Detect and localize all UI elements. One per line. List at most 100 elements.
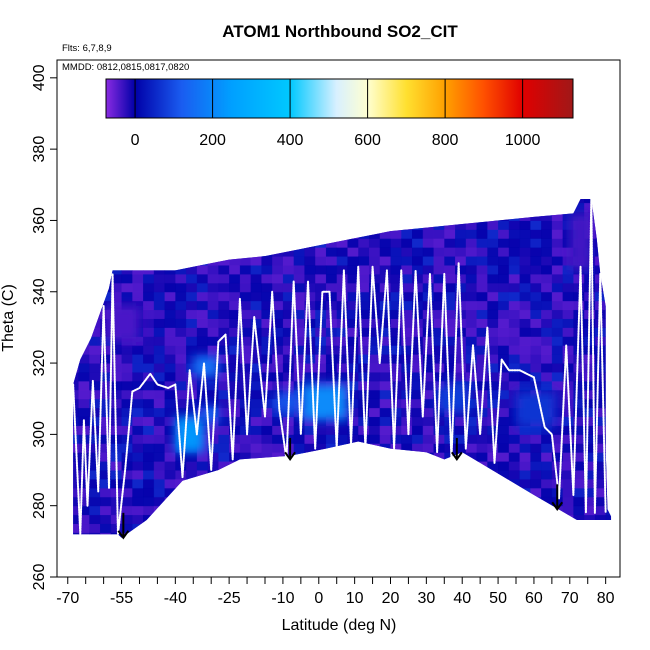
field-cell bbox=[508, 363, 521, 373]
field-cell bbox=[455, 363, 467, 373]
field-cell bbox=[594, 398, 607, 409]
field-cell bbox=[541, 273, 553, 284]
field-cell bbox=[498, 291, 510, 302]
field-cell bbox=[315, 434, 327, 444]
field-cell bbox=[153, 496, 166, 507]
field-cell bbox=[379, 425, 391, 435]
field-cell bbox=[239, 371, 252, 382]
field-cell bbox=[143, 470, 155, 480]
field-cell bbox=[218, 461, 230, 471]
field-cell bbox=[110, 273, 123, 284]
field-cell bbox=[519, 282, 531, 293]
field-cell bbox=[153, 273, 166, 284]
field-cell bbox=[175, 265, 187, 275]
field-cell bbox=[455, 265, 467, 275]
field-cell bbox=[250, 416, 262, 426]
field-cell bbox=[164, 470, 176, 480]
field-cell bbox=[261, 425, 273, 435]
field-cell bbox=[153, 425, 166, 435]
field-cell bbox=[239, 318, 252, 328]
field-cell bbox=[562, 434, 574, 444]
field-cell bbox=[153, 282, 166, 293]
flight-track bbox=[72, 198, 607, 536]
field-cell bbox=[229, 273, 241, 284]
field-cell bbox=[551, 452, 564, 462]
field-cell bbox=[272, 345, 284, 355]
field-cell bbox=[186, 461, 198, 471]
field-cell bbox=[110, 354, 123, 364]
field-cell bbox=[347, 345, 359, 355]
field-cell bbox=[218, 434, 230, 444]
field-cell bbox=[315, 247, 327, 257]
field-cell bbox=[476, 363, 488, 373]
arrows bbox=[117, 437, 564, 540]
field-cell bbox=[325, 416, 338, 426]
field-cell bbox=[100, 487, 112, 498]
field-cell bbox=[315, 425, 327, 435]
field-cell bbox=[498, 470, 510, 480]
field-cell bbox=[304, 434, 316, 444]
field-cell bbox=[336, 327, 348, 337]
field-cell bbox=[336, 345, 348, 355]
field-cell bbox=[422, 407, 435, 418]
field-cell bbox=[132, 345, 144, 355]
field-cell bbox=[562, 211, 574, 221]
field-cell bbox=[250, 434, 262, 444]
field-cell bbox=[272, 327, 284, 337]
field-cell bbox=[465, 318, 478, 328]
field-cell bbox=[508, 380, 521, 391]
field-cell bbox=[132, 371, 144, 382]
field-cell bbox=[519, 265, 531, 275]
field-cell bbox=[465, 291, 478, 302]
field-cell bbox=[562, 220, 574, 230]
field-cell bbox=[358, 309, 370, 319]
field-cell bbox=[379, 256, 391, 266]
field-cell bbox=[390, 256, 402, 266]
field-cell bbox=[282, 256, 295, 266]
field-cell bbox=[498, 318, 510, 328]
field-cell bbox=[282, 291, 295, 302]
field-cell bbox=[498, 345, 510, 355]
field-cell bbox=[519, 291, 531, 302]
field-cell bbox=[455, 273, 467, 284]
field-cell bbox=[444, 309, 456, 319]
field-cell bbox=[250, 398, 262, 409]
field-cell bbox=[476, 318, 488, 328]
field-cell bbox=[73, 478, 80, 489]
field-cell bbox=[476, 291, 488, 302]
field-cell bbox=[401, 425, 413, 435]
field-cell bbox=[433, 256, 445, 266]
field-cell bbox=[207, 265, 219, 275]
field-cell bbox=[530, 238, 542, 248]
field-cell bbox=[325, 247, 338, 257]
field-cell bbox=[487, 291, 499, 302]
field-cell bbox=[121, 514, 133, 525]
field-cell bbox=[379, 363, 391, 373]
field-cell bbox=[562, 229, 574, 239]
field-cell bbox=[530, 363, 542, 373]
field-cell bbox=[465, 282, 478, 293]
field-cell bbox=[218, 363, 230, 373]
field-cell bbox=[282, 354, 295, 364]
field-cell bbox=[261, 327, 273, 337]
colorbar-tick-label: 800 bbox=[432, 132, 459, 149]
field-cell bbox=[282, 443, 295, 453]
field-cell bbox=[551, 256, 564, 266]
field-cell bbox=[584, 470, 596, 480]
field-cell bbox=[110, 291, 123, 302]
field-cell bbox=[347, 425, 359, 435]
field-cell bbox=[465, 345, 478, 355]
field-cell bbox=[78, 363, 90, 373]
field-cell bbox=[530, 434, 542, 444]
field-cell bbox=[229, 309, 241, 319]
field-cell bbox=[272, 363, 284, 373]
field-cell bbox=[541, 461, 553, 471]
field-cell bbox=[551, 470, 564, 480]
field-cell bbox=[250, 354, 262, 364]
field-cell bbox=[444, 354, 456, 364]
field-cell bbox=[78, 354, 90, 364]
field-cell bbox=[390, 425, 402, 435]
field-cell bbox=[229, 256, 241, 266]
field-cell bbox=[261, 309, 273, 319]
field-cell bbox=[465, 425, 478, 435]
